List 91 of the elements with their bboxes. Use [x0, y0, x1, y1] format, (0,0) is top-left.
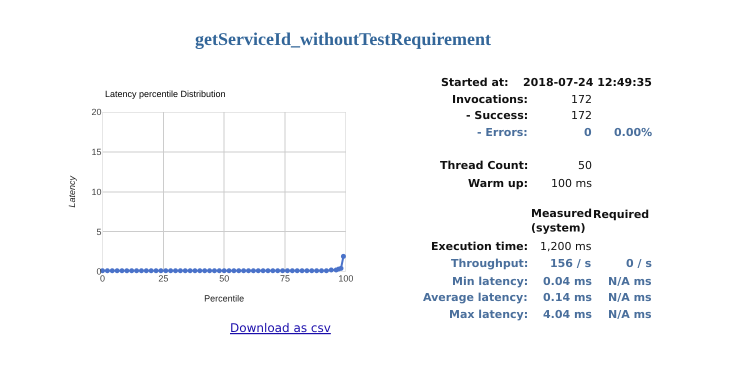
point: [260, 268, 266, 274]
point: [110, 268, 115, 274]
y-tick-label: 5: [96, 226, 102, 237]
point: [222, 268, 227, 274]
text: 1,200 ms: [540, 240, 592, 253]
text: 4.04 ms: [543, 308, 592, 321]
point: [236, 268, 242, 274]
x-tick-label: 100: [338, 274, 354, 284]
text: 0.04 ms: [543, 275, 592, 288]
point: [124, 268, 130, 274]
text: N/A ms: [608, 291, 652, 304]
text: 0: [584, 126, 592, 139]
text: 0.00%: [614, 126, 652, 139]
text: Download as csv: [230, 321, 331, 335]
point: [304, 268, 310, 274]
point: [104, 268, 110, 274]
point: [265, 268, 270, 274]
point: [119, 268, 124, 274]
point: [250, 268, 256, 274]
text: Required: [593, 208, 650, 221]
text: Min latency:: [452, 275, 528, 288]
text: Max latency:: [449, 308, 528, 321]
point: [231, 268, 236, 274]
point: [309, 268, 314, 274]
point: [324, 268, 329, 274]
text: 2018-07-24 12:49:35: [523, 76, 652, 89]
text: Warm up:: [468, 177, 528, 190]
point: [241, 268, 246, 274]
point: [197, 268, 202, 274]
point: [216, 268, 222, 274]
x-tick-label: 75: [280, 274, 290, 284]
text: Measured (system): [531, 207, 592, 234]
point: [270, 268, 276, 274]
text: 172: [571, 109, 592, 122]
chart-title: Latency percentile Distribution: [105, 89, 226, 99]
text: - Errors:: [477, 126, 528, 139]
text: Thread Count:: [440, 159, 528, 172]
x-tick-label: 50: [219, 274, 230, 284]
point: [212, 268, 217, 274]
text: N/A ms: [608, 275, 652, 288]
point: [226, 268, 232, 274]
point: [138, 268, 144, 274]
text: Execution time:: [431, 240, 528, 253]
point: [192, 268, 198, 274]
point: [188, 268, 193, 274]
point: [256, 268, 261, 274]
text: getServiceId_withoutTestRequirement: [195, 29, 491, 49]
point: [294, 268, 300, 274]
text: N/A ms: [608, 308, 652, 321]
point: [148, 268, 154, 274]
x-axis-title: Percentile: [204, 293, 244, 304]
point: [134, 268, 140, 274]
text: 156 / s: [550, 257, 592, 270]
point: [290, 268, 295, 274]
y-axis-title: Latency: [66, 176, 77, 208]
text: 0 / s: [626, 257, 652, 270]
point: [163, 268, 168, 274]
text: Throughput:: [451, 257, 528, 270]
y-tick-label: 0: [96, 266, 102, 277]
text: Average latency:: [423, 291, 528, 304]
point: [328, 267, 334, 272]
x-tick-label: 25: [158, 274, 168, 284]
point: [207, 268, 212, 274]
text: 100 ms: [551, 177, 592, 190]
point: [168, 268, 174, 274]
point: [284, 268, 290, 274]
point: [319, 268, 324, 274]
y-tick-label: 10: [91, 186, 102, 197]
text: 172: [571, 93, 592, 106]
text: 0.14 ms: [543, 291, 592, 304]
point: [280, 268, 286, 274]
point: [158, 268, 164, 274]
point: [246, 268, 252, 274]
point: [114, 268, 120, 274]
point: [173, 268, 178, 274]
point: [300, 268, 305, 274]
point: [182, 268, 188, 274]
point: [202, 268, 208, 274]
text: - Success:: [466, 109, 528, 122]
point: [129, 268, 134, 274]
point: [340, 254, 346, 259]
point: [338, 266, 344, 271]
text: Started at:: [441, 76, 509, 89]
point: [314, 268, 320, 274]
point: [154, 268, 159, 274]
text: 50: [578, 159, 592, 172]
y-tick-label: 20: [91, 107, 102, 118]
text: Invocations:: [452, 93, 528, 106]
point: [275, 268, 280, 274]
point: [178, 268, 183, 274]
y-tick-label: 15: [91, 147, 102, 158]
